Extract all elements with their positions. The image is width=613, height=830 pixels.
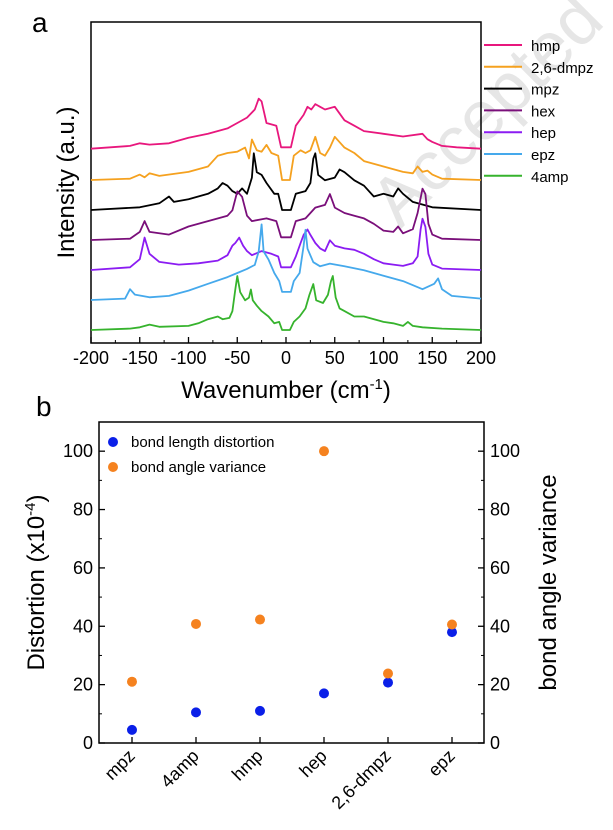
x-tick-label: 100 — [368, 348, 398, 368]
series-line-hex — [90, 187, 482, 241]
category-label-epz: epz — [424, 746, 459, 781]
point-bond-length-distortion-2,6-dmpz — [383, 677, 393, 688]
watermark: Accepted — [355, 0, 613, 241]
y-tick-label-left: 80 — [73, 500, 93, 520]
point-bond-length-distortion-hmp — [255, 705, 265, 716]
y-tick-label-left: 40 — [73, 616, 93, 636]
category-label-4amp: 4amp — [157, 746, 203, 792]
category-label-mpz: mpz — [101, 746, 139, 784]
legend-marker-bond-length-distortion — [108, 437, 118, 447]
panel-a-spectra: -200 -150 -100 -50 0 50 100 150 200 Wavenumber (c… — [53, 21, 594, 404]
panel-b-distortion: 0 0 20 20 40 40 60 60 80 80 100 100 mpz 4amp hmp hep2,6… — [22, 421, 562, 813]
y-tick-label-left: 20 — [73, 675, 93, 695]
y-axis-title: Intensity (a.u.) — [53, 106, 80, 258]
panel-a-letter: a — [32, 7, 48, 38]
point-bond-angle-variance-4amp — [191, 618, 201, 629]
point-bond-angle-variance-hmp — [255, 614, 265, 625]
x-tick-label: 150 — [417, 348, 447, 368]
y-tick-label-left: 100 — [63, 441, 93, 461]
x-tick-label: 0 — [281, 348, 291, 368]
y-tick-label-right: 60 — [490, 558, 510, 578]
legend-label-bond-angle-variance: bond angle variance — [131, 459, 266, 476]
x-tick-label: -50 — [224, 348, 250, 368]
legend-label-2,6-dmpz: 2,6-dmpz — [531, 60, 594, 77]
legend-label-epz: epz — [531, 147, 555, 164]
x-tick-label: 200 — [466, 348, 496, 368]
legend-marker-bond-angle-variance — [108, 462, 118, 472]
y-tick-label-right: 40 — [490, 616, 510, 636]
legend-label-4amp: 4amp — [531, 169, 569, 186]
y-axis-title-right: bond angle variance — [535, 474, 562, 690]
y-tick-label-right: 20 — [490, 675, 510, 695]
series-line-4amp — [90, 275, 482, 331]
legend-label-bond-length-distortion: bond length distortion — [131, 434, 274, 451]
y-tick-label-left: 0 — [83, 733, 93, 753]
point-bond-length-distortion-epz — [447, 627, 457, 638]
point-bond-length-distortion-mpz — [127, 724, 137, 735]
series-line-2,6-dmpz — [90, 135, 482, 181]
point-bond-angle-variance-epz — [447, 619, 457, 630]
y-axis-title-left: Distortion (x10-4) — [22, 494, 50, 670]
x-axis-title: Wavenumber (cm-1) — [181, 376, 391, 404]
plot-frame-b — [98, 421, 485, 744]
point-bond-angle-variance-2,6-dmpz — [383, 668, 393, 679]
x-tick-label: -150 — [122, 348, 158, 368]
series-line-hmp — [90, 97, 482, 150]
legend-label-mpz: mpz — [531, 82, 559, 99]
category-label-hep: hep — [295, 746, 330, 781]
legend-label-hex: hex — [531, 103, 556, 120]
category-label-hmp: hmp — [228, 746, 267, 785]
point-bond-angle-variance-mpz — [127, 676, 137, 687]
y-tick-label-right: 80 — [490, 500, 510, 520]
y-tick-label-right: 0 — [490, 733, 500, 753]
legend-label-hmp: hmp — [531, 38, 560, 55]
series-line-hep — [90, 217, 482, 271]
y-tick-label-right: 100 — [490, 441, 520, 461]
panel-b-letter: b — [36, 391, 52, 422]
series-line-mpz — [90, 152, 482, 211]
series-line-epz — [90, 223, 482, 301]
point-bond-length-distortion-4amp — [191, 707, 201, 718]
y-tick-label-left: 60 — [73, 558, 93, 578]
point-bond-angle-variance-hep — [319, 446, 329, 457]
x-tick-label: 50 — [325, 348, 345, 368]
x-tick-label: -200 — [73, 348, 109, 368]
legend-label-hep: hep — [531, 125, 556, 142]
category-label-2,6-dmpz: 2,6-dmpz — [328, 746, 395, 813]
x-tick-label: -100 — [170, 348, 206, 368]
point-bond-length-distortion-hep — [319, 688, 329, 699]
